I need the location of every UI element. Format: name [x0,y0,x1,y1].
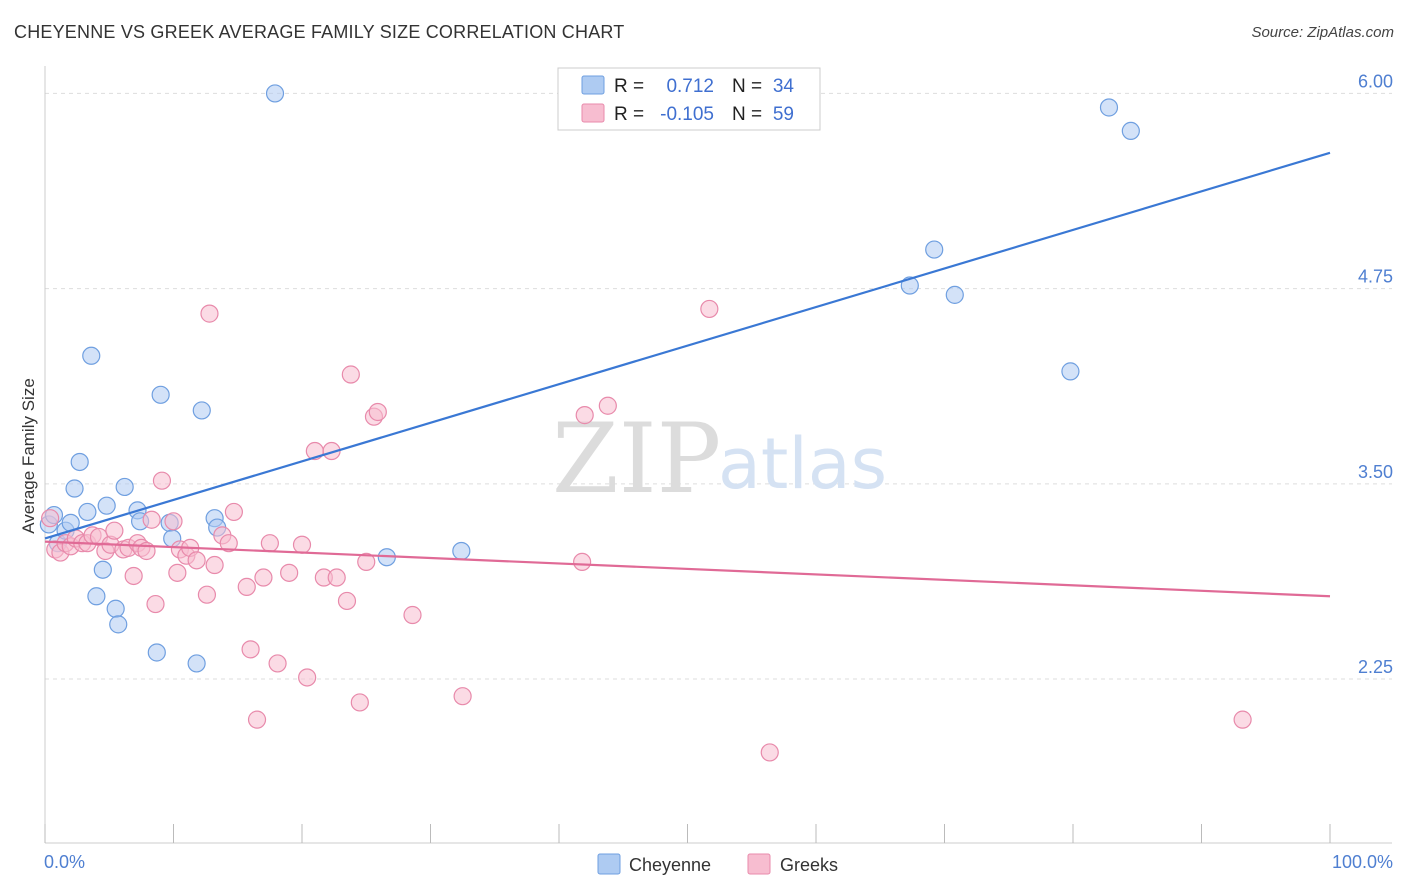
greeks-point [247,710,267,729]
y-tick-label: 4.75 [1358,267,1393,287]
cheyenne-point [1099,98,1119,117]
watermark: ZIP atlas [552,403,887,515]
cheyenne-point [147,643,166,662]
greeks-point [105,521,124,540]
cheyenne-point [1121,121,1140,141]
y-tick-label: 2.25 [1358,657,1393,677]
y-tick-label: 3.50 [1358,462,1393,482]
greeks-point [341,365,360,384]
greeks-point [280,563,299,582]
greeks-point [357,552,376,572]
bottom-legend-swatch-cheyenne [597,853,621,875]
cheyenne-point [109,615,128,634]
axes [44,66,1392,844]
correlation-legend: R = 0.712 N = 34 R = -0.105 N = 59 [557,67,821,131]
cheyenne-point [65,479,84,498]
greeks-point [337,591,357,611]
greeks-point [292,535,312,554]
greeks-point [241,640,260,659]
cheyenne-point [115,477,134,497]
cheyenne-point [87,587,106,606]
greeks-point [598,396,617,415]
greeks-point [142,510,161,529]
greeks-point [453,687,472,706]
chart-title: CHEYENNE VS GREEK AVERAGE FAMILY SIZE CO… [14,22,625,42]
cheyenne-point [78,502,97,522]
greeks-point [350,693,369,712]
greeks-point [268,654,287,673]
legend-n-value-greeks: 59 [773,104,794,125]
greeks-point [237,577,256,596]
greeks-point [1233,710,1252,729]
cheyenne-point [452,541,471,561]
greeks-point [575,406,594,425]
cheyenne-point [97,496,116,515]
bottom-legend-greeks: Greeks [780,855,838,875]
x-tick-label-max: 100.0% [1332,852,1393,872]
watermark-atlas: atlas [718,423,887,505]
legend-swatch-cheyenne [581,75,605,95]
cheyenne-trend-line [44,151,1331,540]
legend-n-label-cheyenne: N = [732,76,762,97]
cheyenne-point [70,452,89,472]
greeks-point [327,568,346,587]
greeks-trend-line [44,540,1331,598]
legend-r-label-cheyenne: R = [614,76,644,97]
legend-n-value-cheyenne: 34 [773,76,795,97]
y-axis-label: Average Family Size [19,378,38,534]
greeks-point [187,551,206,570]
greeks-point [573,552,592,572]
greeks-point [260,534,279,553]
greeks-point [224,502,243,522]
cheyenne-point [1061,362,1080,381]
greeks-point [124,566,143,586]
greeks-point [403,605,422,625]
greeks-point [368,402,387,422]
cheyenne-point [151,385,170,404]
cheyenne-point [93,560,112,579]
cheyenne-point [106,599,125,618]
greeks-point [205,555,224,575]
cheyenne-point [945,285,964,304]
bottom-legend-cheyenne: Cheyenne [629,855,711,875]
legend-n-label-greeks: N = [732,104,762,125]
cheyenne-point [265,84,285,103]
greeks-point [197,585,217,604]
source-label: Source: ZipAtlas.com [1251,24,1394,41]
cheyenne-point [187,654,206,673]
y-tick-label: 6.00 [1358,71,1393,91]
legend-r-value-cheyenne: 0.712 [666,76,714,97]
cheyenne-point [82,346,101,365]
cheyenne-point [925,240,944,259]
greeks-point [219,534,238,553]
greeks-point [146,594,165,614]
series-legend: Cheyenne Greeks [597,853,838,875]
greeks-point [298,668,317,687]
y-tick-labels: 2.25 3.50 4.75 6.00 [1358,71,1393,677]
cheyenne-point [192,401,211,420]
greeks-point [168,563,187,582]
greeks-point [254,568,273,587]
greeks-point [200,304,219,323]
legend-swatch-greeks [581,103,605,123]
legend-r-value-greeks: -0.105 [660,104,714,125]
greeks-point [700,299,719,319]
greeks-point [152,471,172,490]
x-tick-label-min: 0.0% [44,852,85,872]
greeks-point [41,509,60,528]
legend-r-label-greeks: R = [614,104,644,125]
bottom-legend-swatch-greeks [747,853,771,875]
greeks-point [760,743,779,762]
trend-lines [44,151,1331,598]
greeks-point [164,512,183,531]
